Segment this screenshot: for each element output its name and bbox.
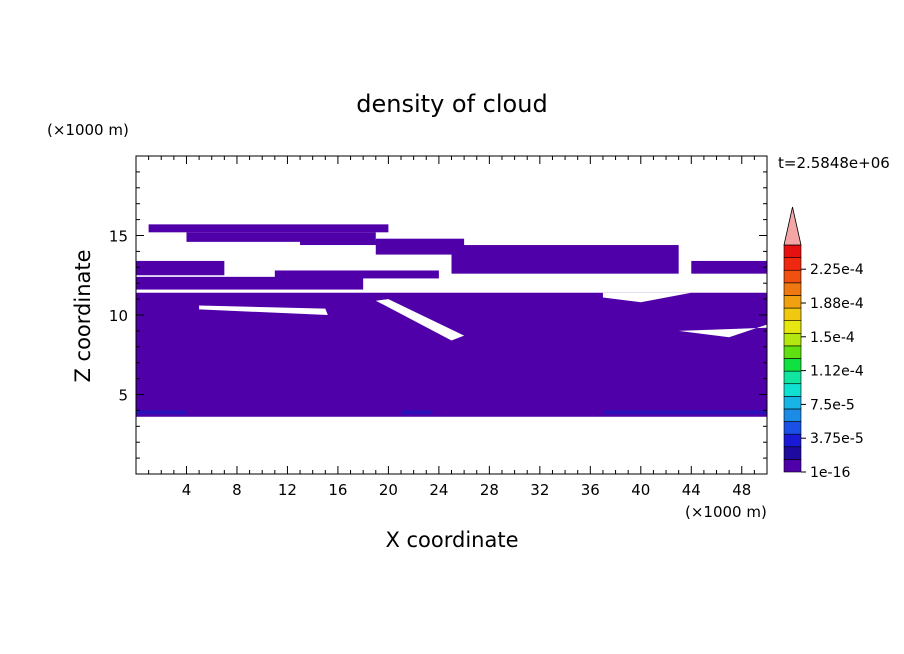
- x-axis-ticks: 4 8 12 16 20 24 28 32 36 40 44 48: [148, 156, 755, 499]
- colorbar-swatch: [783, 345, 802, 359]
- time-label: t=2.5848e+06: [778, 154, 890, 172]
- colorbar-swatch: [783, 320, 802, 334]
- cloud-gap: [602, 292, 692, 303]
- colorbar-swatch: [783, 396, 802, 410]
- cloud-layer: [451, 245, 679, 274]
- colorbar-extend-arrow: [783, 206, 802, 246]
- x-tick-label: 48: [732, 481, 751, 499]
- y-tick-label: 10: [109, 307, 128, 325]
- x-tick-label: 44: [682, 481, 701, 499]
- y-axis-ticks: 5 10 15: [109, 171, 767, 459]
- cloud-field: [136, 224, 767, 417]
- cloud-gap: [375, 299, 465, 341]
- x-tick-label: 4: [182, 481, 192, 499]
- x-tick-label: 36: [581, 481, 600, 499]
- cloud-layer: [136, 292, 767, 417]
- cloud-layer: [375, 238, 465, 255]
- colorbar-swatch: [783, 269, 802, 284]
- y-axis-label: Z coordinate: [71, 249, 95, 382]
- colorbar-swatch: [783, 408, 802, 422]
- colorbar-label: 7.5e-5: [810, 397, 855, 413]
- y-tick-label: 5: [118, 387, 128, 405]
- cloud-layer: [148, 224, 389, 233]
- cloud-layer: [274, 270, 439, 279]
- colorbar-label: 1.5e-4: [810, 330, 855, 346]
- colorbar: 1e-16 3.75e-5 7.5e-5 1.12e-4 1.5e-4 1.88e-4 2.…: [783, 206, 864, 481]
- colorbar-label: 1.12e-4: [810, 364, 864, 380]
- colorbar-swatch: [783, 459, 802, 473]
- cloud-layer: [300, 240, 389, 246]
- colorbar-swatch: [783, 433, 802, 448]
- y-tick-label: 15: [109, 228, 128, 246]
- cloud-gap: [678, 324, 767, 338]
- colorbar-swatch: [783, 383, 802, 397]
- x-tick-label: 8: [232, 481, 242, 499]
- cloud-layer: [136, 260, 225, 276]
- x-unit-label: (×1000 m): [685, 503, 767, 521]
- x-tick-label: 16: [328, 481, 347, 499]
- colorbar-swatch: [783, 307, 802, 321]
- y-unit-label: (×1000 m): [47, 121, 129, 139]
- chart-title: density of cloud: [356, 90, 547, 118]
- x-tick-label: 12: [278, 481, 297, 499]
- colorbar-label: 2.25e-4: [810, 262, 864, 278]
- colorbar-swatch: [783, 257, 802, 271]
- colorbar-swatch: [783, 421, 802, 435]
- colorbar-label: 1e-16: [810, 465, 850, 481]
- x-tick-label: 24: [429, 481, 448, 499]
- colorbar-swatch: [783, 370, 802, 385]
- cloud-dense-streak: [401, 410, 433, 415]
- cloud-dense-streak: [602, 410, 767, 415]
- x-axis-label: X coordinate: [385, 528, 518, 552]
- colorbar-swatch: [783, 244, 802, 258]
- cloud-layer: [691, 260, 767, 274]
- colorbar-swatch: [783, 332, 802, 347]
- colorbar-label: 3.75e-5: [810, 431, 864, 447]
- cloud-gap: [199, 305, 328, 315]
- x-tick-label: 20: [379, 481, 398, 499]
- colorbar-swatch: [783, 446, 802, 460]
- colorbar-swatch: [783, 358, 802, 372]
- x-tick-label: 40: [631, 481, 650, 499]
- cloud-layer: [136, 276, 364, 290]
- cloud-dense-streak: [136, 410, 187, 415]
- colorbar-swatch: [783, 295, 802, 309]
- cloud-layer: [186, 232, 376, 242]
- x-tick-label: 28: [480, 481, 499, 499]
- x-tick-label: 32: [530, 481, 549, 499]
- colorbar-swatch: [783, 282, 802, 296]
- colorbar-label: 1.88e-4: [810, 296, 864, 312]
